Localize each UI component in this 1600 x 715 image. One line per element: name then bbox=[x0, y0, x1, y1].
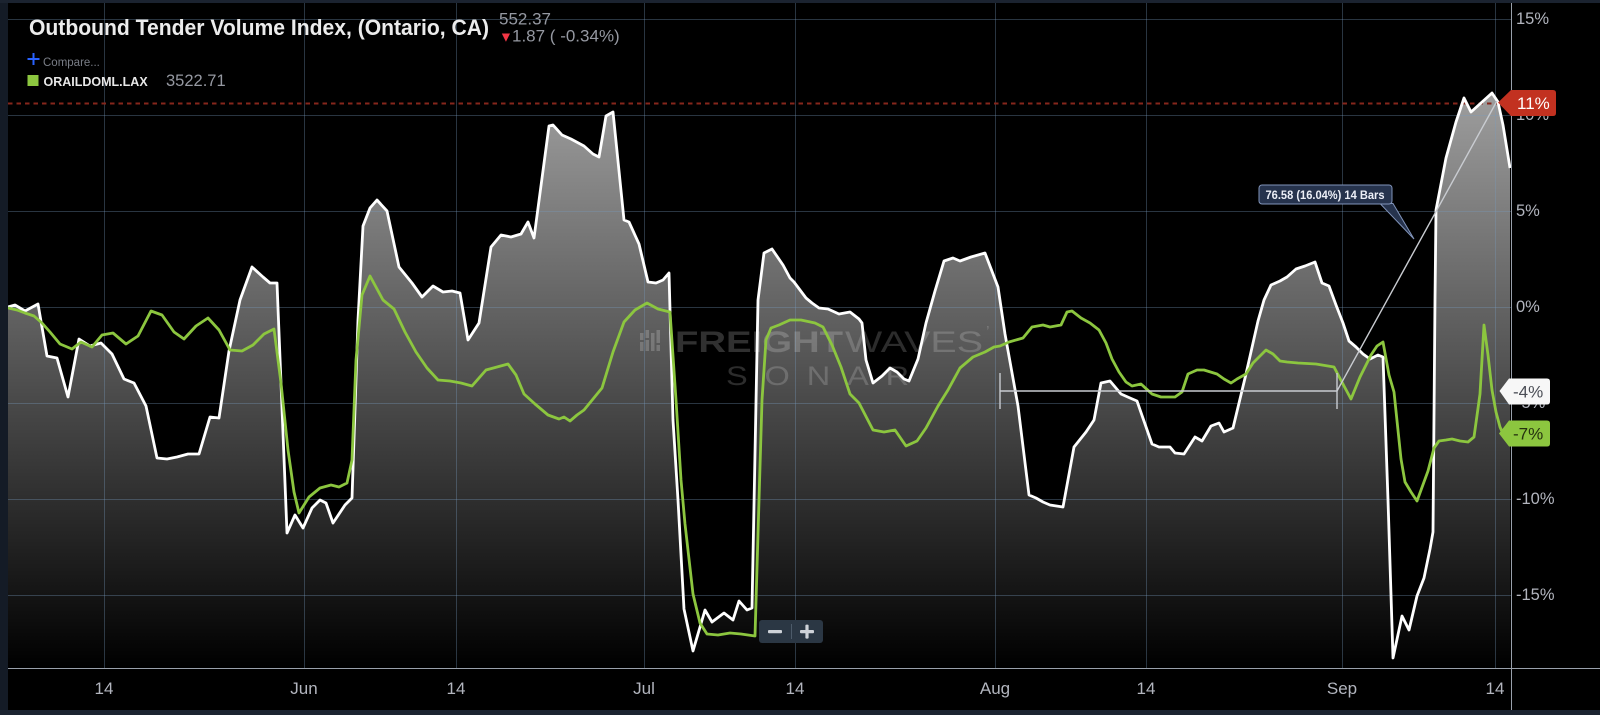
svg-text:1.87 ( -0.34%): 1.87 ( -0.34%) bbox=[512, 27, 620, 46]
svg-text:FREIGHT: FREIGHT bbox=[675, 326, 843, 359]
svg-text:-7%: -7% bbox=[1513, 425, 1543, 444]
svg-text:14: 14 bbox=[1486, 679, 1505, 698]
svg-text:14: 14 bbox=[1137, 679, 1156, 698]
svg-text:14: 14 bbox=[95, 679, 114, 698]
svg-text:WAVES: WAVES bbox=[845, 326, 983, 359]
svg-text:ORAILDOML.LAX: ORAILDOML.LAX bbox=[44, 75, 149, 89]
svg-text:76.58 (16.04%) 14 Bars: 76.58 (16.04%) 14 Bars bbox=[1266, 188, 1385, 202]
svg-text:-10%: -10% bbox=[1516, 490, 1555, 508]
svg-text:552.37: 552.37 bbox=[499, 10, 551, 29]
svg-text:’: ’ bbox=[986, 324, 990, 341]
svg-text:15%: 15% bbox=[1516, 10, 1549, 28]
svg-text:▼: ▼ bbox=[499, 29, 513, 45]
svg-text:-15%: -15% bbox=[1516, 586, 1555, 604]
svg-text:14: 14 bbox=[786, 679, 805, 698]
svg-text:Aug: Aug bbox=[980, 679, 1010, 698]
svg-text:Compare...: Compare... bbox=[43, 57, 100, 69]
svg-text:Jun: Jun bbox=[290, 679, 317, 698]
svg-text:14: 14 bbox=[447, 679, 466, 698]
svg-text:Outbound Tender Volume Index,: Outbound Tender Volume Index, (Ontario, … bbox=[29, 15, 489, 40]
svg-text:5%: 5% bbox=[1516, 202, 1540, 220]
svg-text:11%: 11% bbox=[1517, 94, 1550, 113]
svg-text:Jul: Jul bbox=[633, 679, 655, 698]
svg-text:0%: 0% bbox=[1516, 298, 1540, 316]
svg-text:Sep: Sep bbox=[1327, 679, 1357, 698]
svg-text:3522.71: 3522.71 bbox=[166, 72, 226, 90]
svg-text:-4%: -4% bbox=[1513, 383, 1543, 402]
